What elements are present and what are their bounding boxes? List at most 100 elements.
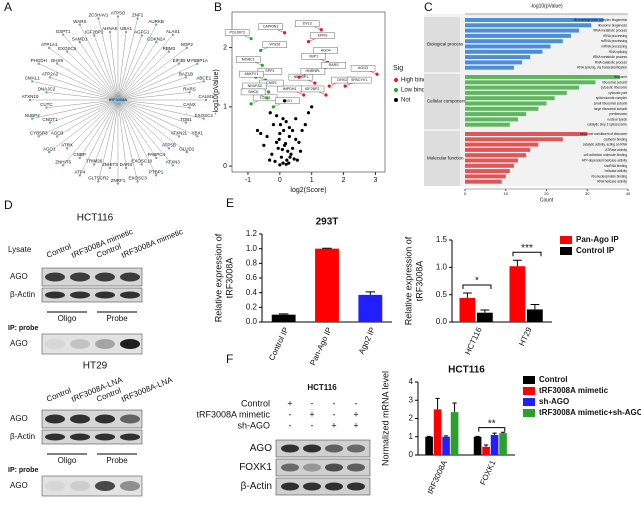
- row-label: AGO: [250, 443, 272, 454]
- node-label: GLUD1: [179, 146, 195, 151]
- point: [278, 122, 283, 127]
- node-label: GSPT1: [56, 29, 71, 34]
- y-tick-label: 0.6: [246, 273, 258, 282]
- point: [275, 114, 279, 118]
- x-tick-label: 20: [544, 191, 549, 196]
- point-label: XBP1: [309, 54, 318, 58]
- node: [171, 164, 175, 167]
- condition-label: Control: [241, 398, 270, 408]
- point: [276, 146, 280, 150]
- blot-band: [70, 481, 90, 491]
- edge: [109, 32, 119, 101]
- blot-band: [45, 291, 65, 299]
- edge: [109, 99, 119, 168]
- blot-band: [325, 482, 343, 491]
- edge: [117, 32, 127, 101]
- edge: [117, 63, 198, 101]
- edge: [98, 99, 119, 182]
- term-label: rRNA processing: [603, 34, 627, 38]
- label-box: [240, 88, 266, 96]
- node-label: TRIM26: [86, 159, 103, 164]
- sig-label: ***: [521, 243, 533, 254]
- go-bar: [465, 147, 531, 152]
- point: [287, 161, 291, 165]
- point: [268, 111, 272, 115]
- error-bar: [480, 309, 490, 313]
- point: [306, 111, 311, 115]
- group-label: Probe: [106, 314, 128, 323]
- bar: [482, 446, 490, 455]
- edge: [46, 92, 119, 101]
- node: [97, 180, 100, 183]
- y-axis-label: Relative expression of: [213, 233, 223, 322]
- node-label: PABPC4: [148, 152, 166, 157]
- go-bar: [465, 65, 514, 70]
- blot-title: HT29: [83, 361, 108, 372]
- term-label: mRNA processing: [601, 44, 627, 48]
- label-box: [310, 32, 335, 39]
- point-label: SPP1: [265, 69, 274, 73]
- node: [55, 62, 59, 65]
- sig-bracket: [478, 427, 506, 432]
- bar: [459, 297, 476, 322]
- x-tick-label: 10: [504, 191, 509, 196]
- point: [283, 141, 288, 146]
- edge: [117, 47, 187, 101]
- edge: [117, 51, 170, 101]
- node-label: ATP5B: [162, 143, 176, 148]
- go-bar: [465, 18, 604, 22]
- legend-label: Control: [539, 375, 567, 384]
- point-label: TCAF1: [259, 96, 270, 100]
- node: [48, 76, 52, 79]
- group-label: Biological process: [427, 42, 464, 47]
- edge: [79, 24, 119, 101]
- go-bar: [465, 153, 527, 158]
- error-bar: [513, 259, 522, 267]
- label-box: [262, 41, 287, 48]
- term-label: ATPase activity: [605, 148, 627, 152]
- center-label: tRF3008A: [109, 97, 127, 102]
- blot-band: [120, 433, 140, 441]
- panel-label: E: [226, 196, 234, 210]
- x-tick-label: tRF3008A: [426, 458, 450, 495]
- blot-band: [95, 414, 115, 424]
- point-label: NDUFA3: [248, 84, 262, 88]
- node-label: DARS: [120, 162, 133, 167]
- x-tick-label: 1: [310, 177, 314, 184]
- node: [177, 62, 181, 65]
- label-box: [236, 56, 261, 63]
- legend-swatch: [394, 78, 398, 82]
- go-bar: [465, 28, 580, 33]
- y-tick-label: 0.0: [436, 317, 448, 326]
- go-bar: [465, 117, 518, 122]
- label-box: [295, 20, 320, 27]
- legend-swatch: [523, 398, 535, 406]
- x-tick-label: 30: [585, 191, 590, 196]
- blot-band: [303, 463, 321, 472]
- node-label: AURKB: [148, 19, 164, 24]
- blot-strip: [41, 333, 143, 355]
- node: [31, 80, 34, 83]
- go-bar: [465, 39, 563, 44]
- edge: [32, 81, 119, 101]
- go-bar: [465, 33, 571, 38]
- point-label: SPACYV1: [351, 78, 367, 82]
- blot-band: [303, 444, 321, 453]
- go-bar: [465, 163, 514, 168]
- node: [154, 23, 158, 26]
- node: [184, 121, 188, 124]
- blot-title: HCT116: [307, 383, 337, 392]
- y-tick-label: 3: [409, 395, 414, 404]
- node-label: ZNHIT3: [102, 162, 118, 167]
- error-bar: [278, 313, 289, 315]
- blot-band: [120, 414, 140, 424]
- point: [270, 152, 274, 156]
- edge: [117, 99, 204, 119]
- point: [273, 159, 277, 163]
- legend-label: Control IP: [576, 246, 615, 255]
- point-label: DVL3: [303, 22, 312, 26]
- point: [294, 137, 298, 142]
- row-label: β-Actin: [10, 290, 35, 299]
- node-label: AGFG1: [134, 30, 150, 35]
- point: [249, 37, 253, 41]
